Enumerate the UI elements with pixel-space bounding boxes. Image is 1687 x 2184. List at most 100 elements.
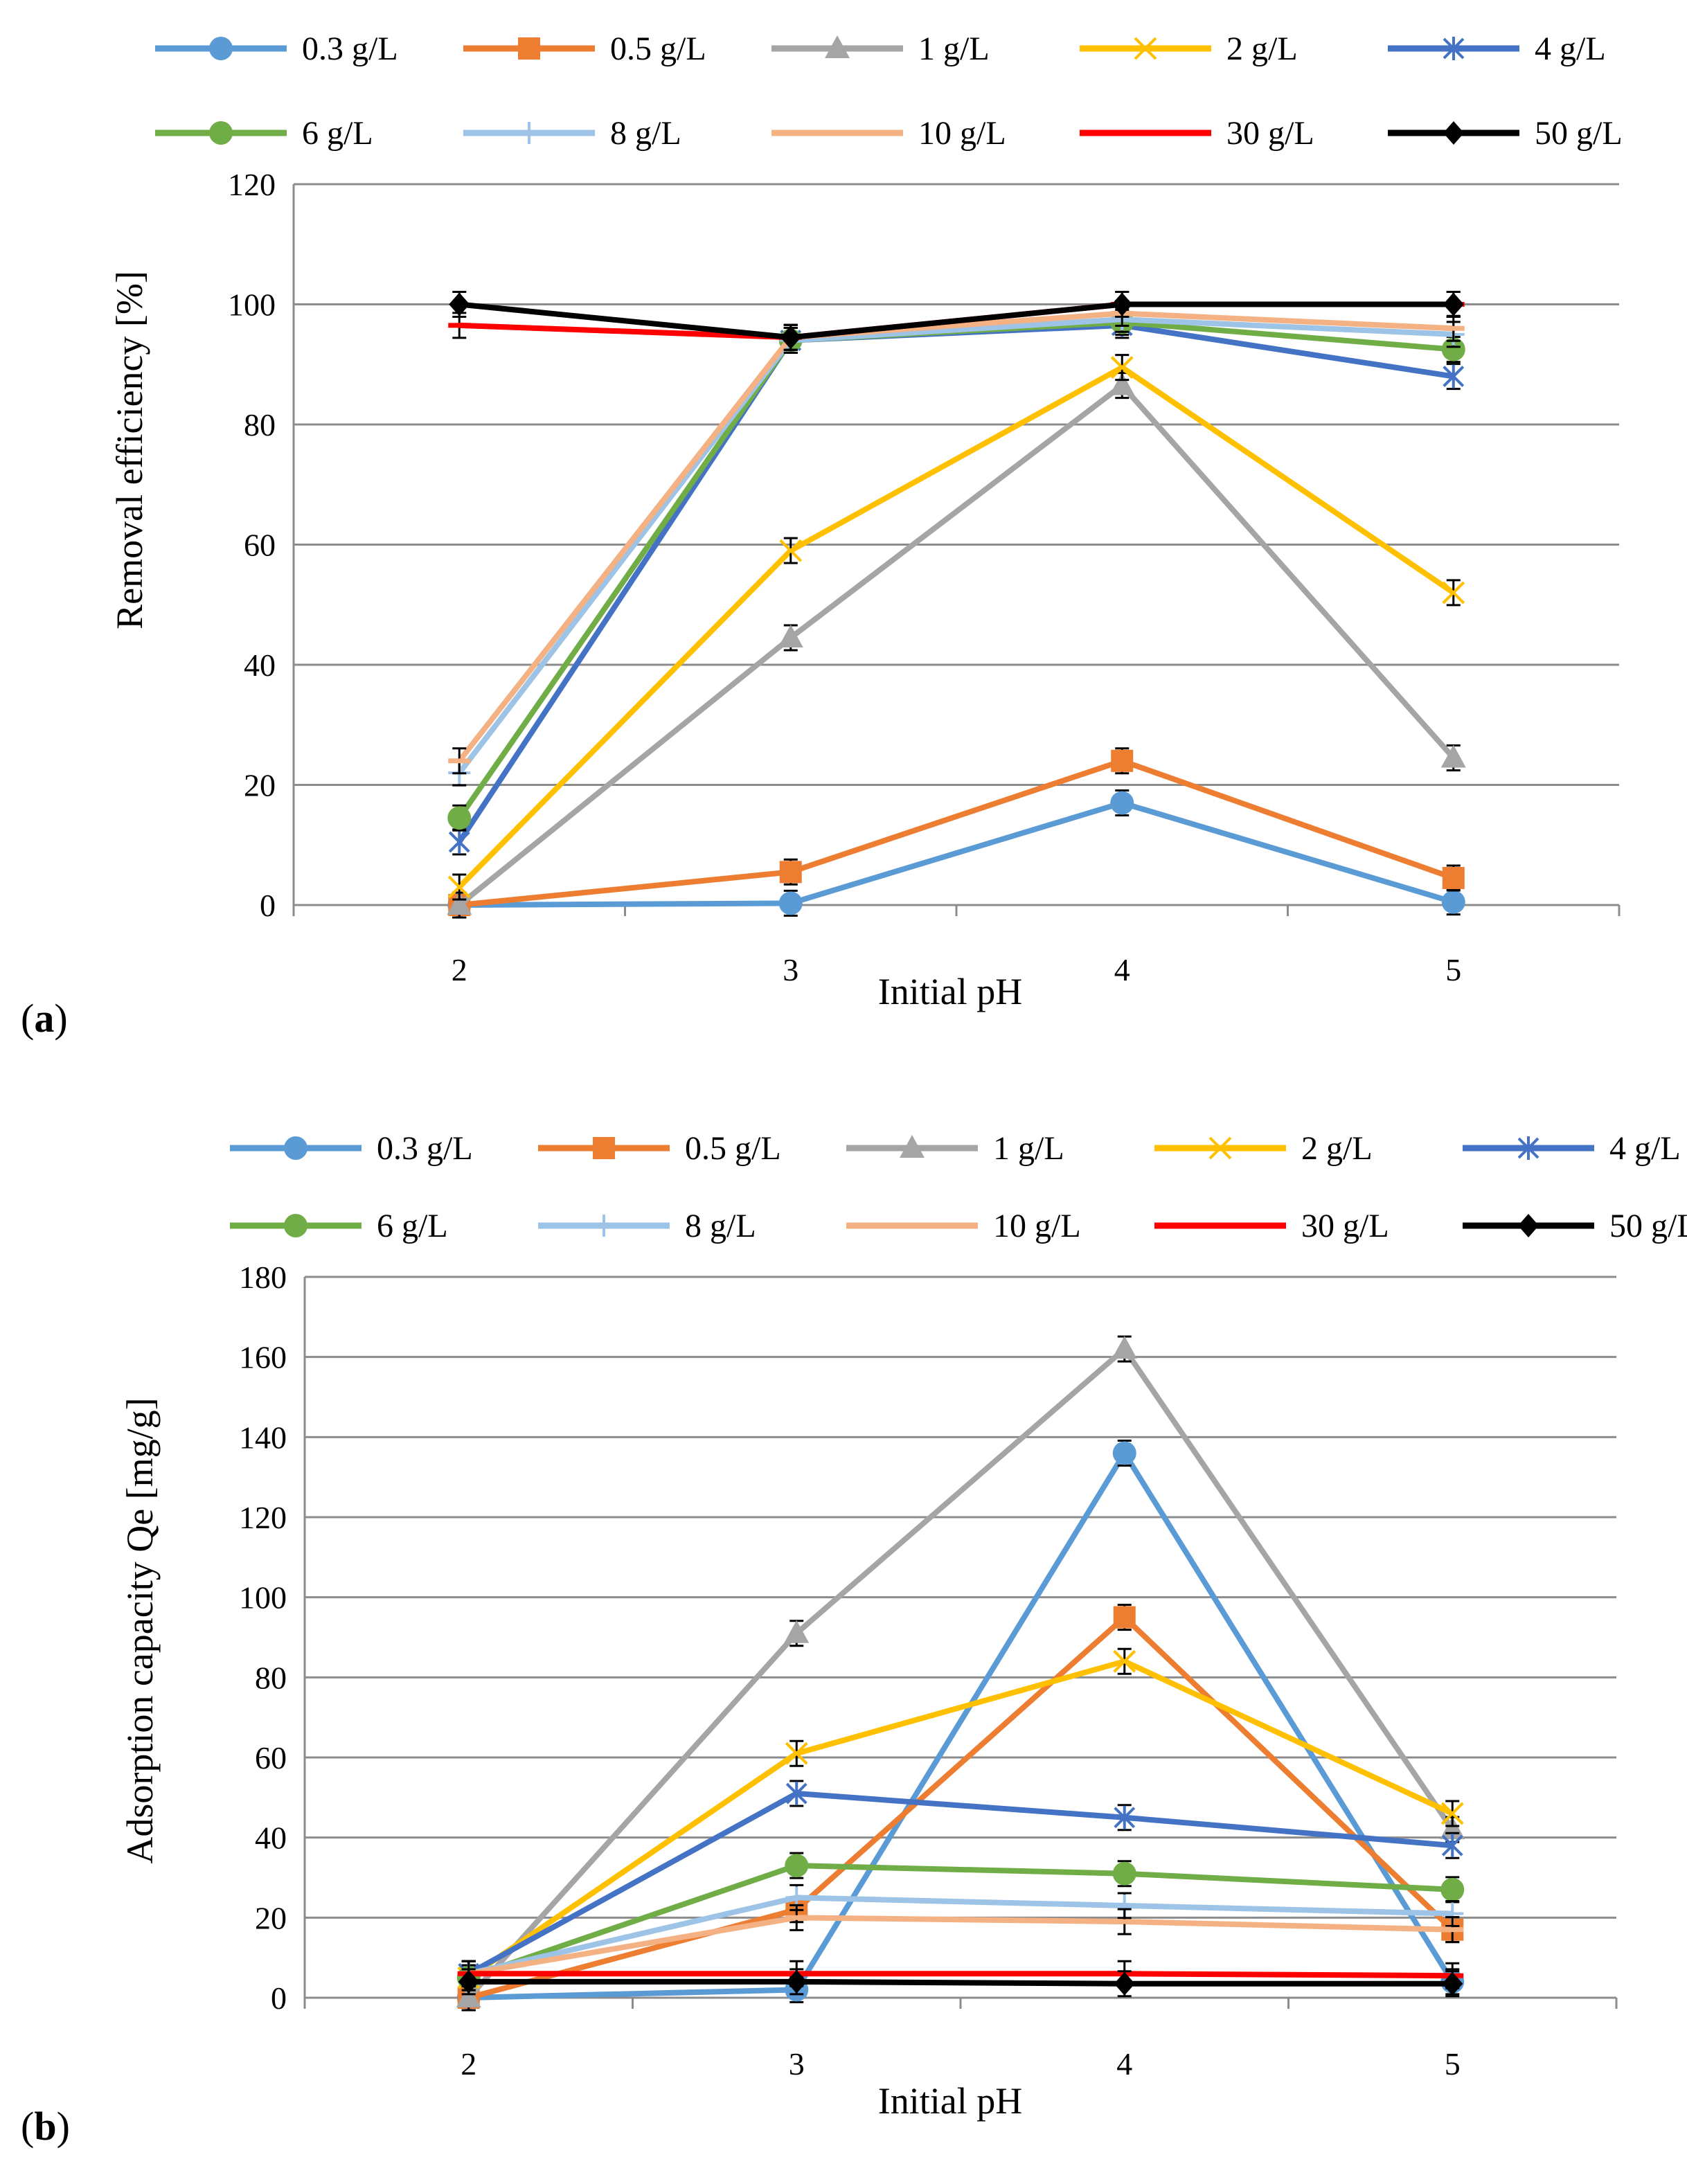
- data-point: [784, 1620, 810, 1643]
- legend-marker: [284, 1136, 307, 1160]
- y-tick-label: 100: [239, 1580, 287, 1615]
- data-point: [1113, 1649, 1136, 1673]
- legend-marker: [209, 121, 233, 145]
- legend-label: 10 g/L: [918, 115, 1006, 152]
- data-point: [779, 861, 802, 884]
- x-tick-label: 5: [1445, 2046, 1461, 2082]
- data-point: [448, 830, 470, 854]
- legend-marker: [209, 37, 233, 60]
- legend-marker: [1134, 130, 1157, 136]
- legend-item-1-g-l: 1 g/L: [846, 1130, 1064, 1167]
- y-tick-label: 80: [244, 407, 276, 442]
- series-line: [457, 316, 1454, 775]
- legend-label: 0.3 g/L: [377, 1130, 473, 1167]
- x-tick-label: 3: [783, 952, 798, 987]
- data-point: [1109, 372, 1135, 395]
- data-point: [1112, 292, 1133, 316]
- legend-item-10-g-l: 10 g/L: [771, 115, 1006, 152]
- legend-marker: [900, 1135, 925, 1158]
- x-tick-label: 5: [1445, 952, 1461, 987]
- legend: 0.3 g/L 0.5 g/L 1 g/L 2 g/L 4 g/L 6 g/L 8 g/L 1…: [230, 1130, 1687, 1244]
- x-tick-label: 4: [1114, 952, 1130, 987]
- series-line: [457, 310, 1454, 763]
- series-1-g-l: [456, 1335, 1465, 2012]
- y-tick-label: 120: [239, 1500, 287, 1535]
- data-point: [448, 758, 471, 764]
- data-point: [1112, 1441, 1136, 1465]
- series-line: [467, 1863, 1453, 1980]
- data-point: [1113, 1606, 1136, 1629]
- legend-label: 0.3 g/L: [302, 30, 398, 67]
- legend-item-6-g-l: 6 g/L: [230, 1208, 448, 1244]
- legend-item-50-g-l: 50 g/L: [1388, 115, 1623, 152]
- legend-marker: [518, 122, 540, 144]
- y-tick-label: 80: [255, 1660, 287, 1695]
- legend-label: 0.5 g/L: [610, 30, 706, 67]
- series-line: [466, 1346, 1455, 2000]
- legend-label: 8 g/L: [685, 1208, 756, 1244]
- data-point: [785, 1742, 808, 1765]
- series-line: [468, 1915, 1453, 1977]
- y-tick-label: 160: [239, 1340, 287, 1375]
- data-point: [778, 891, 803, 915]
- legend-item-30-g-l: 30 g/L: [1080, 115, 1314, 152]
- data-point: [1443, 292, 1464, 316]
- chart-panel-b: 0 20 40 60 80 100 120 140 160 180 2 3 4 5 Initial pH Ad…: [119, 1130, 1687, 2122]
- legend-marker: [901, 1223, 923, 1228]
- data-point: [1441, 1927, 1464, 1933]
- legend-marker: [1209, 1223, 1231, 1228]
- legend-marker: [593, 1137, 615, 1159]
- series-line: [468, 1971, 1453, 1979]
- data-point: [1111, 749, 1134, 772]
- data-point: [1442, 866, 1465, 889]
- series-8-g-l: [448, 305, 1465, 787]
- y-tick-label: 20: [255, 1900, 287, 1935]
- legend-label: 30 g/L: [1301, 1208, 1389, 1244]
- panel-label-b: (b): [21, 2104, 70, 2149]
- legend-label: 2 g/L: [1226, 30, 1298, 67]
- data-point: [447, 875, 471, 899]
- legend-item-8-g-l: 8 g/L: [538, 1208, 756, 1244]
- legend-marker: [518, 37, 540, 60]
- series-6-g-l: [447, 309, 1465, 832]
- series-50-g-l: [449, 291, 1464, 351]
- series-line: [456, 322, 1454, 844]
- legend-marker: [1134, 37, 1157, 60]
- legend-marker: [284, 1214, 307, 1237]
- legend-marker: [1443, 37, 1465, 60]
- data-point: [1441, 1834, 1463, 1858]
- y-axis-title: Removal efficiency [%]: [109, 271, 150, 629]
- panel-letter-b: b: [34, 2104, 56, 2149]
- legend-item-10-g-l: 10 g/L: [846, 1208, 1081, 1244]
- y-tick-label: 100: [228, 287, 276, 323]
- x-tick-label: 4: [1116, 2046, 1132, 2082]
- legend-item-30-g-l: 30 g/L: [1154, 1208, 1389, 1244]
- data-point: [779, 539, 803, 562]
- legend-marker: [1517, 1136, 1539, 1160]
- x-tick-label: 2: [461, 2046, 476, 2082]
- data-point: [1442, 325, 1465, 331]
- data-point: [1114, 1971, 1135, 1996]
- legend-label: 0.5 g/L: [685, 1130, 781, 1167]
- data-point: [1112, 1336, 1137, 1359]
- legend-item-4-g-l: 4 g/L: [1388, 30, 1606, 67]
- data-point: [780, 325, 801, 350]
- data-point: [778, 624, 803, 647]
- series-group: [447, 291, 1466, 919]
- series-0-5-g-l: [448, 747, 1465, 919]
- x-tick-label: 3: [789, 2046, 805, 2082]
- legend-marker: [825, 35, 850, 58]
- legend: 0.3 g/L 0.5 g/L 1 g/L 2 g/L 4 g/L 6 g/L 8 g/L 1…: [155, 30, 1623, 152]
- data-point: [1441, 890, 1465, 914]
- legend-label: 6 g/L: [377, 1208, 448, 1244]
- gridlines: [305, 1276, 1616, 1919]
- legend-item-6-g-l: 6 g/L: [155, 115, 373, 152]
- legend-item-0-3-g-l: 0.3 g/L: [155, 30, 398, 67]
- legend-label: 1 g/L: [918, 30, 990, 67]
- x-tick-label: 2: [452, 952, 467, 987]
- legend-label: 2 g/L: [1301, 1130, 1373, 1167]
- legend-marker: [826, 130, 848, 136]
- series-group: [456, 1335, 1465, 2012]
- y-tick-label: 120: [228, 167, 276, 202]
